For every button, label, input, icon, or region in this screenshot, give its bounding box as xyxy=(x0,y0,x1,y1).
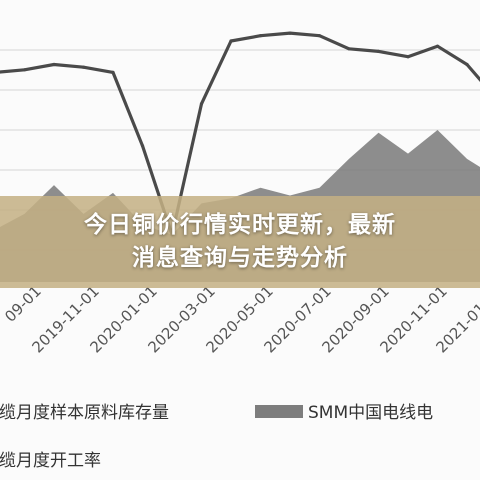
line-series-layer xyxy=(0,31,480,237)
legend-label-inventory: 电缆月度样本原料库存量 xyxy=(0,403,169,423)
line-point xyxy=(317,34,322,38)
line-point xyxy=(199,102,204,106)
x-tick-label: 09-01 xyxy=(1,282,45,326)
line-point xyxy=(22,68,27,72)
banner-title-line-2: 消息查询与走势分析 xyxy=(132,245,348,271)
title-banner: 今日铜价行情实时更新，最新 消息查询与走势分析 xyxy=(0,196,480,288)
line-point xyxy=(347,47,351,51)
line-point xyxy=(465,62,469,67)
legend-swatch-smm xyxy=(255,405,303,418)
line-point xyxy=(288,31,292,35)
line-point xyxy=(229,39,233,43)
line-point xyxy=(140,144,145,148)
banner-title-line-1: 今日铜价行情实时更新，最新 xyxy=(84,212,396,238)
legend-label-smm: SMM中国电线电 xyxy=(308,403,433,423)
line-point xyxy=(258,34,263,38)
line-point xyxy=(52,62,56,67)
line-point xyxy=(435,44,440,48)
line-point xyxy=(81,65,86,69)
line-point xyxy=(406,55,410,59)
line-point xyxy=(111,70,115,74)
line-point xyxy=(376,49,381,54)
x-axis-tick-labels: 09-012019-11-012020-01-012020-03-012020-… xyxy=(1,282,480,356)
line-series-0 xyxy=(0,31,480,237)
